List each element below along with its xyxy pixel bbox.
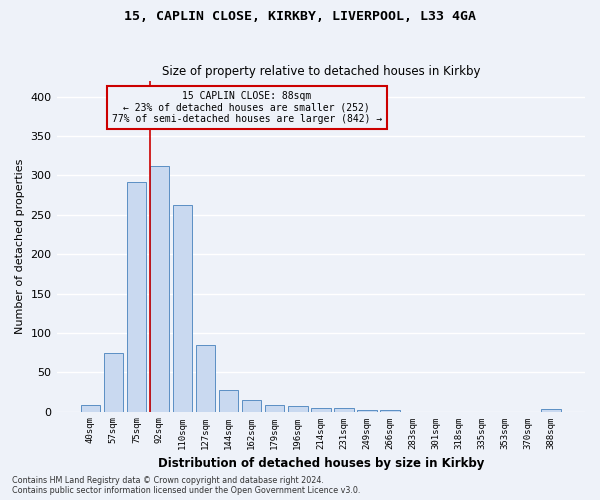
Bar: [219, 390, 238, 411]
Title: Size of property relative to detached houses in Kirkby: Size of property relative to detached ho…: [161, 66, 480, 78]
Bar: [380, 410, 400, 412]
Bar: [541, 409, 561, 412]
Bar: [196, 344, 215, 412]
Bar: [334, 408, 353, 412]
Y-axis label: Number of detached properties: Number of detached properties: [15, 158, 25, 334]
Text: 15 CAPLIN CLOSE: 88sqm
← 23% of detached houses are smaller (252)
77% of semi-de: 15 CAPLIN CLOSE: 88sqm ← 23% of detached…: [112, 91, 382, 124]
Bar: [80, 406, 100, 411]
Bar: [265, 406, 284, 411]
Bar: [311, 408, 331, 412]
Bar: [173, 206, 193, 412]
Bar: [357, 410, 377, 412]
X-axis label: Distribution of detached houses by size in Kirkby: Distribution of detached houses by size …: [158, 457, 484, 470]
Bar: [149, 166, 169, 412]
Text: Contains HM Land Registry data © Crown copyright and database right 2024.
Contai: Contains HM Land Registry data © Crown c…: [12, 476, 361, 495]
Bar: [104, 352, 123, 412]
Bar: [288, 406, 308, 411]
Text: 15, CAPLIN CLOSE, KIRKBY, LIVERPOOL, L33 4GA: 15, CAPLIN CLOSE, KIRKBY, LIVERPOOL, L33…: [124, 10, 476, 23]
Bar: [242, 400, 262, 411]
Bar: [127, 182, 146, 412]
